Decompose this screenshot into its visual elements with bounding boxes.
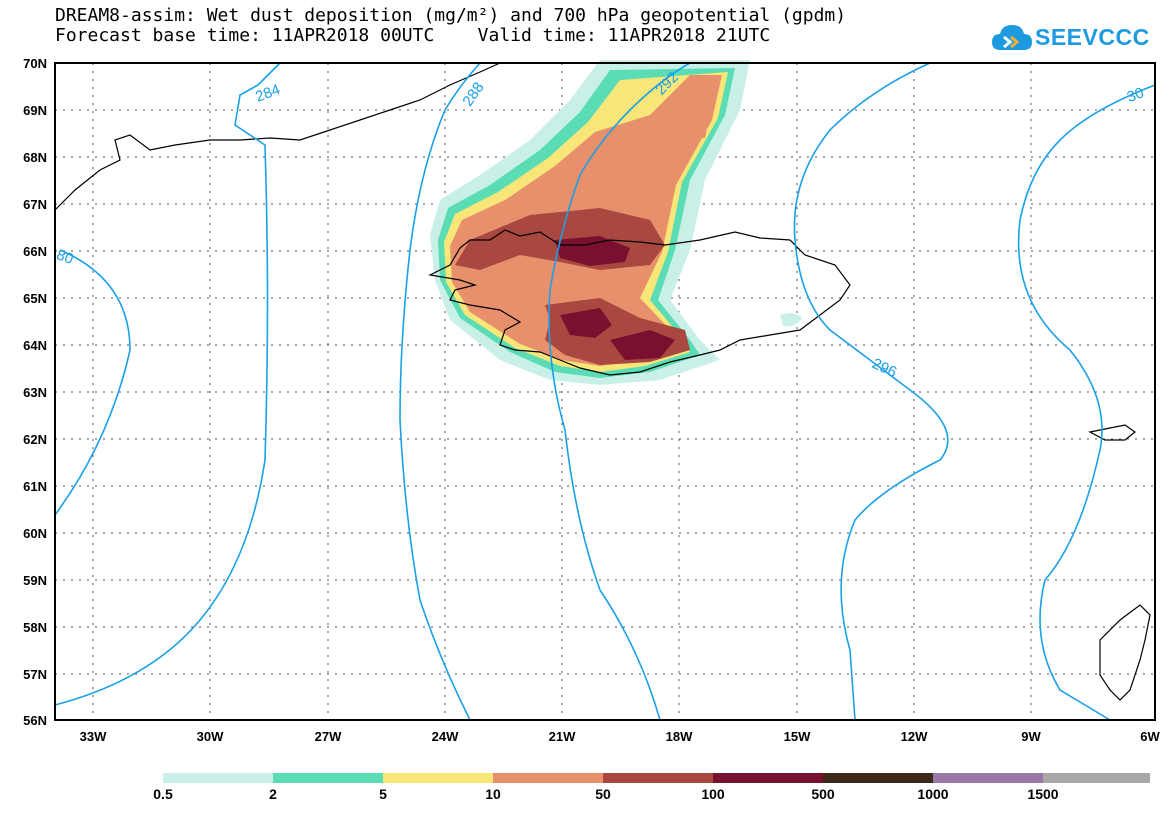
colorbar-label: 10	[485, 786, 501, 802]
lon-label: 27W	[315, 729, 342, 744]
lat-label: 62N	[23, 432, 47, 447]
colorbar-segment	[823, 773, 933, 783]
lon-label: 6W	[1140, 729, 1160, 744]
colorbar-label: 100	[701, 786, 724, 802]
lat-label: 57N	[23, 667, 47, 682]
lat-label: 58N	[23, 620, 47, 635]
lon-label: 18W	[666, 729, 693, 744]
colorbar-label: 5	[379, 786, 387, 802]
lat-label: 60N	[23, 526, 47, 541]
colorbar-segment	[603, 773, 713, 783]
colorbar-label: 1000	[917, 786, 948, 802]
lat-label: 70N	[23, 56, 47, 71]
lat-label: 66N	[23, 244, 47, 259]
colorbar-label: 50	[595, 786, 611, 802]
lat-label: 67N	[23, 197, 47, 212]
lat-label: 61N	[23, 479, 47, 494]
colorbar-segment	[933, 773, 1043, 783]
lon-label: 9W	[1021, 729, 1041, 744]
colorbar-label: 500	[811, 786, 834, 802]
lat-label: 68N	[23, 150, 47, 165]
lat-label: 63N	[23, 385, 47, 400]
colorbar-label: 0.5	[153, 786, 172, 802]
lon-label: 30W	[197, 729, 224, 744]
colorbar-segment	[383, 773, 493, 783]
colorbar-segment	[713, 773, 823, 783]
lat-label: 65N	[23, 291, 47, 306]
lon-label: 21W	[549, 729, 576, 744]
lat-label: 64N	[23, 338, 47, 353]
colorbar-label: 2	[269, 786, 277, 802]
latitude-labels: 70N 69N 68N 67N 66N 65N 64N 63N 62N 61N …	[23, 56, 47, 728]
lon-label: 33W	[80, 729, 107, 744]
colorbar-segment	[163, 773, 273, 783]
lon-label: 15W	[784, 729, 811, 744]
lat-label: 69N	[23, 103, 47, 118]
colorbar-segment	[493, 773, 603, 783]
colorbar-segment	[273, 773, 383, 783]
longitude-labels: 33W 30W 27W 24W 21W 18W 15W 12W 9W 6W	[80, 729, 1161, 744]
colorbar-label: 1500	[1027, 786, 1058, 802]
lon-label: 24W	[432, 729, 459, 744]
lon-label: 12W	[901, 729, 928, 744]
lat-label: 59N	[23, 573, 47, 588]
lat-label: 56N	[23, 713, 47, 728]
colorbar-segment	[1043, 773, 1150, 783]
